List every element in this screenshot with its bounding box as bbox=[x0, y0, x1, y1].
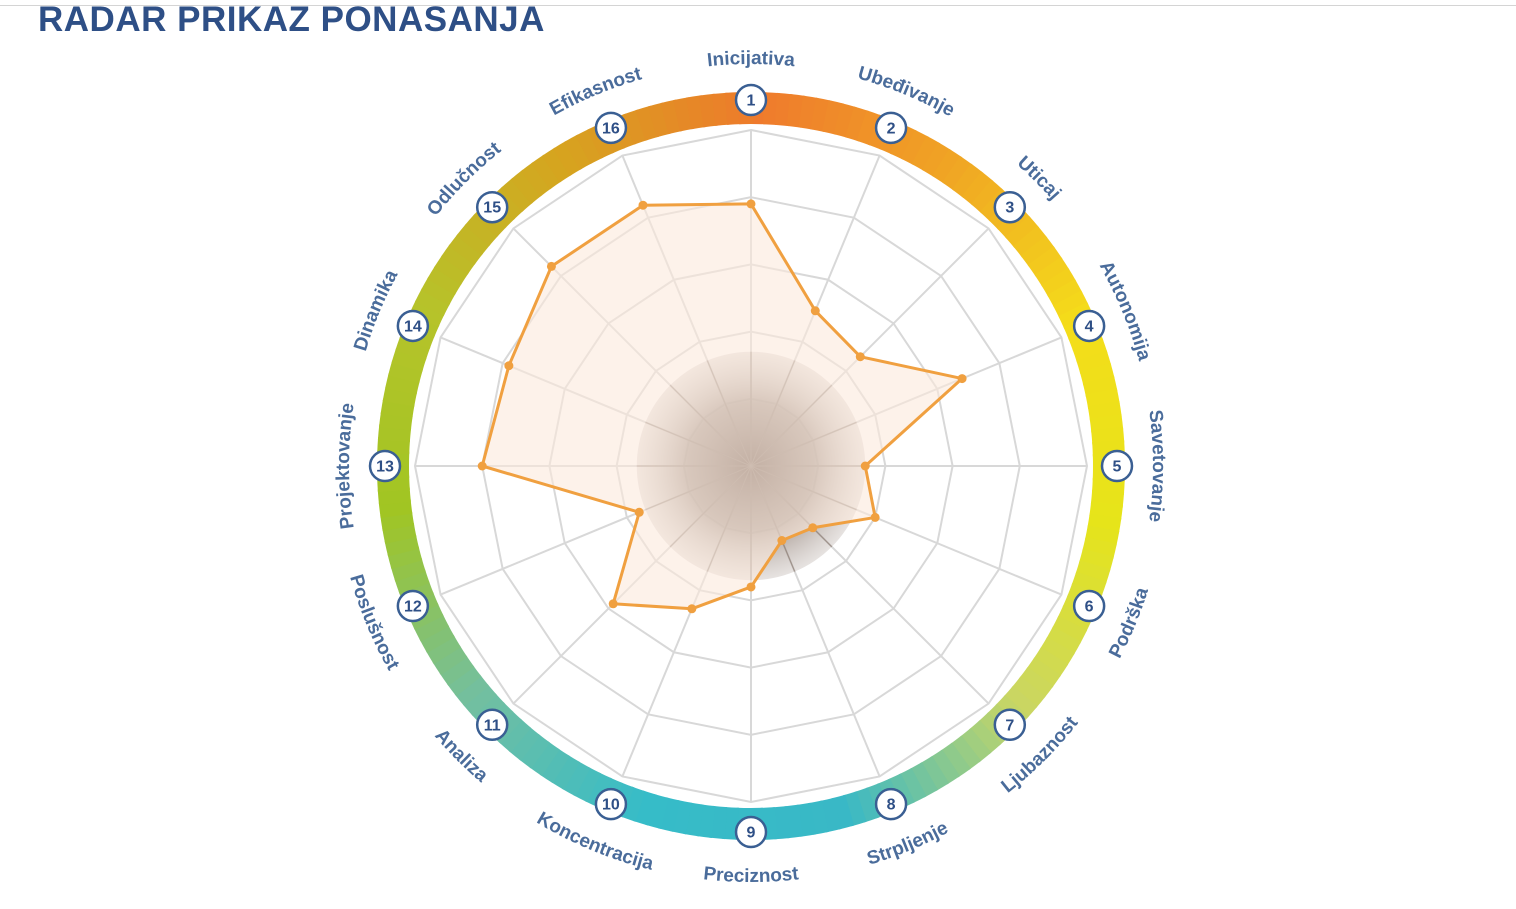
axis-label: Strpljenje bbox=[865, 818, 952, 870]
marker-circle bbox=[734, 815, 768, 849]
marker-circle bbox=[1072, 309, 1106, 343]
series-point bbox=[746, 582, 756, 592]
axis-label: Efikasnost bbox=[546, 63, 644, 120]
axis-number-marker: 14 bbox=[396, 309, 430, 343]
marker-circle bbox=[594, 787, 628, 821]
marker-number: 14 bbox=[404, 318, 422, 335]
axis-number-marker: 5 bbox=[1100, 449, 1134, 483]
marker-number: 16 bbox=[602, 120, 620, 137]
marker-number: 7 bbox=[1005, 717, 1014, 734]
marker-number: 9 bbox=[747, 825, 756, 842]
series-point bbox=[855, 352, 865, 362]
marker-number: 15 bbox=[483, 200, 501, 217]
axis-number-marker: 12 bbox=[396, 589, 430, 623]
axis-number-marker: 7 bbox=[993, 708, 1027, 742]
series-point bbox=[746, 199, 756, 209]
axis-number-marker: 9 bbox=[734, 815, 768, 849]
series-point bbox=[860, 461, 870, 471]
axis-label: Podrška bbox=[1105, 585, 1153, 662]
series-point bbox=[777, 536, 787, 546]
marker-circle bbox=[874, 787, 908, 821]
axis-number-marker: 2 bbox=[874, 111, 908, 145]
marker-number: 6 bbox=[1085, 599, 1094, 616]
marker-circle bbox=[475, 190, 509, 224]
page-title: RADAR PRIKAZ PONASANJA bbox=[38, 0, 545, 39]
marker-circle bbox=[1100, 449, 1134, 483]
series-point bbox=[546, 261, 556, 271]
marker-circle bbox=[475, 708, 509, 742]
marker-circle bbox=[396, 589, 430, 623]
series-point bbox=[810, 306, 820, 316]
series-point bbox=[808, 523, 818, 533]
marker-number: 8 bbox=[887, 797, 896, 814]
axis-label: Inicijativa bbox=[706, 48, 796, 71]
axis-number-marker: 16 bbox=[594, 111, 628, 145]
axis-number-marker: 3 bbox=[993, 190, 1027, 224]
axis-label: Poslušnost bbox=[345, 572, 403, 674]
series-point bbox=[477, 461, 487, 471]
axis-label: Projektovanje bbox=[333, 402, 359, 531]
marker-circle bbox=[368, 449, 402, 483]
marker-circle bbox=[734, 83, 768, 117]
marker-number: 4 bbox=[1085, 318, 1094, 335]
radar-series bbox=[477, 199, 967, 614]
marker-circle bbox=[993, 190, 1027, 224]
axis-number-marker: 1 bbox=[734, 83, 768, 117]
axis-number-marker: 6 bbox=[1072, 589, 1106, 623]
axis-label: Preciznost bbox=[703, 863, 801, 887]
axis-number-marker: 11 bbox=[475, 708, 509, 742]
marker-number: 10 bbox=[602, 797, 620, 814]
marker-circle bbox=[993, 708, 1027, 742]
series-point bbox=[870, 512, 880, 522]
axis-number-marker: 8 bbox=[874, 787, 908, 821]
axis-number-marker: 15 bbox=[475, 190, 509, 224]
marker-number: 12 bbox=[404, 599, 422, 616]
series-point bbox=[957, 374, 967, 384]
axis-label: Savetovanje bbox=[1144, 409, 1169, 524]
marker-circle bbox=[396, 309, 430, 343]
series-point bbox=[634, 507, 644, 517]
marker-number: 11 bbox=[484, 717, 501, 734]
axis-number-marker: 10 bbox=[594, 787, 628, 821]
marker-number: 13 bbox=[376, 459, 394, 476]
marker-circle bbox=[594, 111, 628, 145]
marker-number: 2 bbox=[887, 120, 896, 137]
axis-label: Dinamika bbox=[350, 266, 402, 353]
series-point bbox=[687, 604, 697, 614]
series-point bbox=[608, 599, 618, 609]
marker-circle bbox=[874, 111, 908, 145]
series-point bbox=[638, 200, 648, 210]
axis-number-marker: 4 bbox=[1072, 309, 1106, 343]
marker-number: 3 bbox=[1005, 200, 1014, 217]
top-divider bbox=[0, 5, 1516, 6]
marker-number: 5 bbox=[1113, 459, 1122, 476]
series-point bbox=[504, 361, 514, 371]
marker-circle bbox=[1072, 589, 1106, 623]
marker-number: 1 bbox=[747, 93, 756, 110]
axis-number-marker: 13 bbox=[368, 449, 402, 483]
